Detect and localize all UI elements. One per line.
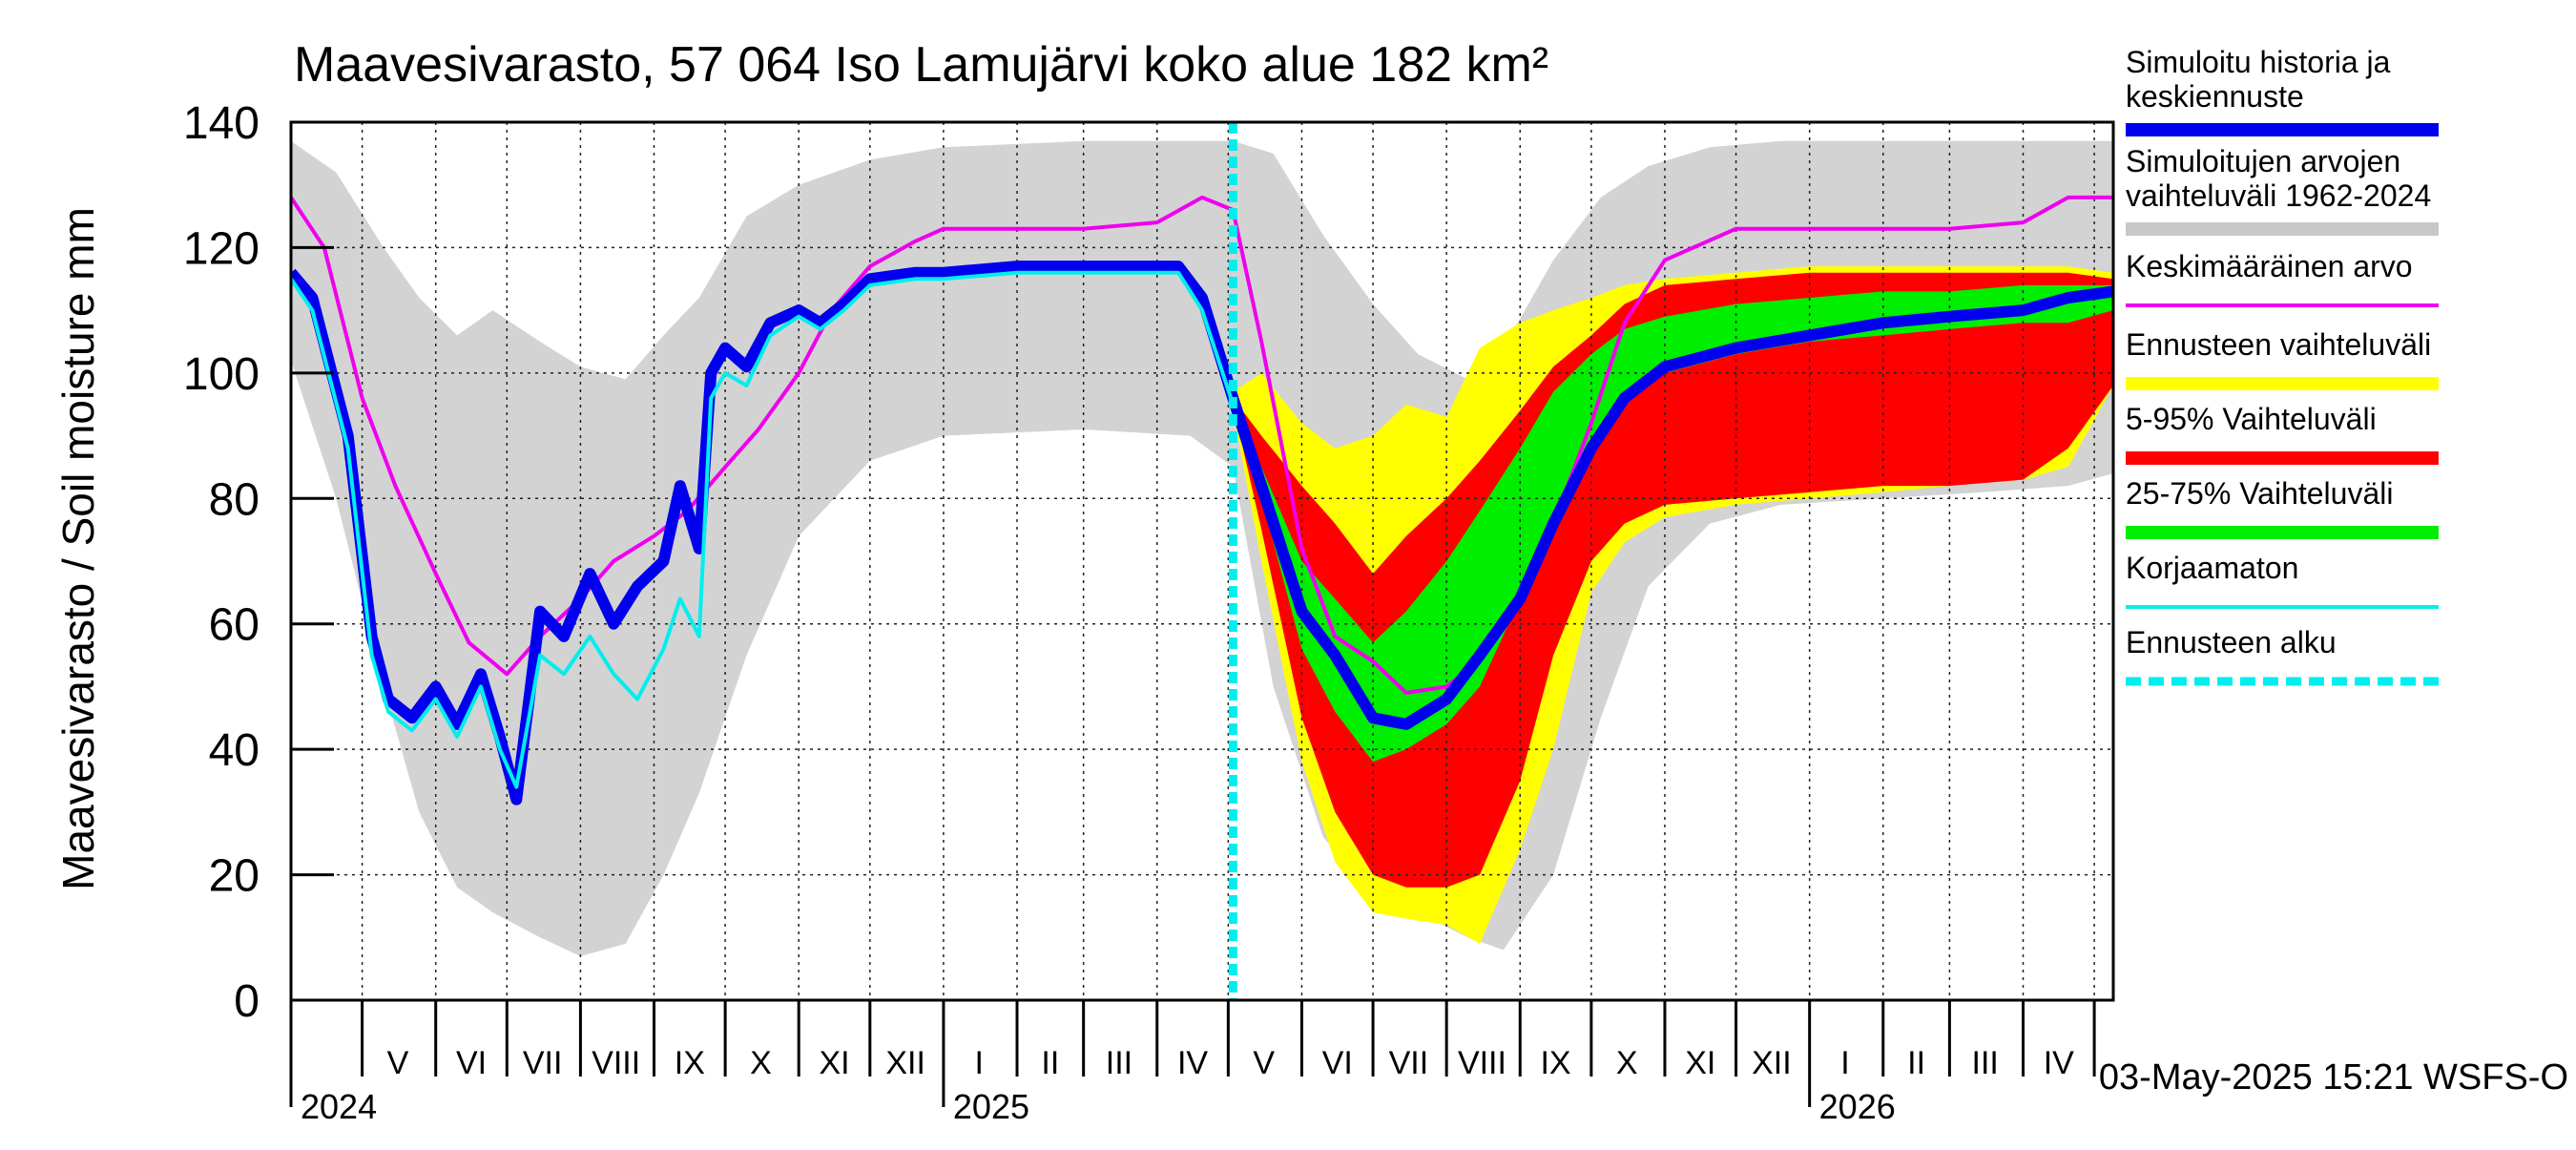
y-tick-label: 100 [183, 349, 260, 400]
month-label: XI [1685, 1045, 1715, 1081]
year-label: 2024 [301, 1087, 377, 1126]
month-label: I [974, 1045, 983, 1081]
y-tick-label: 20 [209, 851, 260, 902]
month-label: VI [456, 1045, 487, 1081]
series-uncorrected-line [291, 270, 1236, 789]
timestamp: 03-May-2025 15:21 WSFS-O [2099, 1057, 2568, 1098]
series-average-line [291, 195, 2113, 695]
month-label: IX [675, 1045, 705, 1081]
year-label: 2026 [1819, 1087, 1896, 1126]
month-label: V [387, 1045, 409, 1081]
legend-label: Keskimääräinen arvo [2126, 249, 2413, 283]
year-label: 2025 [953, 1087, 1029, 1126]
month-label: IV [2044, 1045, 2074, 1081]
month-label: II [1041, 1045, 1059, 1081]
y-tick-label: 80 [209, 474, 260, 525]
month-label: VII [523, 1045, 563, 1081]
month-label: VIII [592, 1045, 640, 1081]
y-tick-label: 120 [183, 223, 260, 274]
month-label: III [1972, 1045, 1999, 1081]
band-25-75 [1233, 284, 2113, 763]
month-label: III [1106, 1045, 1132, 1081]
month-label: XI [819, 1045, 849, 1081]
y-tick-label: 40 [209, 725, 260, 776]
chart-title: Maavesivarasto, 57 064 Iso Lamujärvi kok… [294, 37, 1548, 93]
legend-label: keskiennuste [2126, 79, 2304, 114]
series-simulated-mean-line [291, 261, 2113, 805]
y-tick-label: 60 [209, 600, 260, 651]
legend-label: Simuloitujen arvojen [2126, 144, 2400, 178]
month-label: VIII [1458, 1045, 1506, 1081]
month-label: X [750, 1045, 772, 1081]
month-label: VI [1322, 1045, 1353, 1081]
legend-label: vaihteluväli 1962-2024 [2126, 178, 2431, 213]
month-label: V [1253, 1045, 1275, 1081]
legend-label: 25-75% Vaihteluväli [2126, 476, 2393, 511]
month-label: XII [1752, 1045, 1792, 1081]
y-axis-label: Maavesivarasto / Soil moisture mm [53, 207, 103, 890]
legend-label: Ennusteen alku [2126, 625, 2337, 659]
month-label: II [1907, 1045, 1925, 1081]
legend-label: Korjaamaton [2126, 551, 2298, 585]
month-label: X [1616, 1045, 1638, 1081]
y-tick-label: 0 [234, 976, 260, 1027]
month-label: IX [1540, 1045, 1570, 1081]
month-label: IV [1177, 1045, 1208, 1081]
month-label: XII [885, 1045, 925, 1081]
legend-label: 5-95% Vaihteluväli [2126, 402, 2377, 436]
y-tick-label: 140 [183, 98, 260, 149]
legend-label: Ennusteen vaihteluväli [2126, 327, 2431, 362]
legend-label: Simuloitu historia ja [2126, 45, 2391, 79]
band-5-95 [1233, 272, 2113, 888]
plot-frame [289, 120, 2115, 1002]
month-label: VII [1389, 1045, 1429, 1081]
month-label: I [1840, 1045, 1849, 1081]
